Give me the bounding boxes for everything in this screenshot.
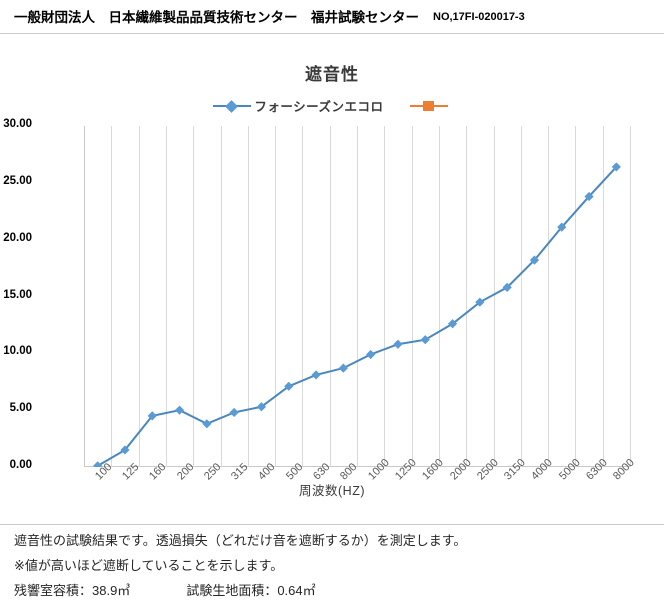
data-point-marker[interactable]	[284, 381, 294, 391]
y-axis-tick-label: 25.00	[3, 174, 32, 187]
gridline	[630, 126, 631, 467]
legend-marker-diamond-icon	[213, 99, 252, 113]
spacer	[130, 578, 186, 603]
legend-label-series1: フォーシーズンエコロ	[254, 100, 384, 114]
gridline	[384, 126, 386, 467]
data-point-marker[interactable]	[202, 419, 212, 429]
data-point-marker[interactable]	[366, 349, 376, 360]
gridline	[329, 126, 331, 467]
data-point-marker[interactable]	[147, 411, 157, 421]
gridline	[438, 126, 440, 467]
data-point-marker[interactable]	[393, 339, 403, 349]
data-point-marker[interactable]	[502, 282, 512, 293]
gridline	[575, 126, 577, 467]
legend-item-series1[interactable]: フォーシーズンエコロ	[213, 96, 383, 115]
note-line-2: ※値が高いほど遮断していることを示します。	[14, 558, 284, 573]
y-axis-tick-label: 5.00	[9, 402, 32, 415]
notes-section: 遮音性の試験結果です。透過損失（どれだけ音を遮断するか）を測定します。 ※値が高…	[0, 528, 664, 603]
measurement-conditions: 残響室容積：38.9㎥ 試験生地面積：0.64㎡	[14, 578, 664, 603]
data-point-marker[interactable]	[338, 363, 348, 373]
data-point-marker[interactable]	[311, 370, 321, 380]
y-axis-tick-label: 15.00	[3, 288, 32, 301]
room-volume-value: 残響室容積：38.9㎥	[14, 583, 131, 598]
chart-legend: フォーシーズンエコロ	[0, 96, 664, 115]
divider-top	[0, 33, 664, 34]
data-point-marker[interactable]	[529, 255, 540, 265]
gridline	[520, 126, 522, 467]
data-point-marker[interactable]	[584, 191, 594, 202]
organization-name: 一般財団法人 日本繊維製品品質技術センター 福井試験センター	[14, 10, 419, 25]
gridline	[602, 126, 604, 467]
series-line	[97, 166, 618, 467]
x-axis-title: 周波数(HZ)	[299, 484, 365, 498]
gridline	[111, 126, 113, 467]
gridline	[466, 126, 468, 467]
legend-marker-square-icon	[409, 100, 448, 112]
gridline	[193, 126, 195, 467]
y-axis-tick-label: 0.00	[9, 459, 32, 471]
gridline	[165, 126, 167, 467]
chart-container: 遮音性 フォーシーズンエコロ 30.00 25.00 20.00 15.00 10.00…	[0, 34, 664, 524]
gridline	[548, 126, 550, 467]
data-point-marker[interactable]	[174, 405, 185, 415]
gridline	[302, 126, 304, 467]
data-point-marker[interactable]	[611, 162, 621, 172]
data-point-marker[interactable]	[93, 461, 103, 467]
gridline	[220, 126, 222, 467]
plot-area	[84, 126, 631, 467]
y-axis-tick-label: 20.00	[3, 231, 32, 244]
data-point-marker[interactable]	[475, 297, 485, 307]
gridline	[138, 126, 140, 467]
gridline	[493, 126, 495, 467]
gridline	[247, 126, 249, 467]
divider-bottom	[0, 524, 664, 525]
reference-number: NO,17FI-020017-3	[433, 11, 525, 23]
document-header: 一般財団法人 日本繊維製品品質技術センター 福井試験センター NO,17FI-0…	[0, 0, 664, 32]
note-line-1: 遮音性の試験結果です。透過損失（どれだけ音を遮断するか）を測定します。	[14, 533, 467, 548]
data-point-marker[interactable]	[557, 222, 567, 232]
data-point-marker[interactable]	[420, 335, 430, 345]
gridline	[357, 126, 358, 467]
data-point-marker[interactable]	[120, 445, 130, 455]
gridline	[275, 126, 277, 467]
chart-title: 遮音性	[305, 65, 359, 84]
specimen-area-value: 試験生地面積：0.64㎡	[186, 583, 316, 598]
y-axis-tick-label: 10.00	[3, 345, 32, 358]
legend-item-series2[interactable]	[409, 100, 451, 112]
data-point-marker[interactable]	[256, 402, 267, 412]
data-point-marker[interactable]	[229, 407, 239, 418]
gridline	[411, 126, 413, 467]
series-line-chart	[93, 162, 621, 467]
y-axis-tick-label: 30.00	[3, 118, 32, 130]
